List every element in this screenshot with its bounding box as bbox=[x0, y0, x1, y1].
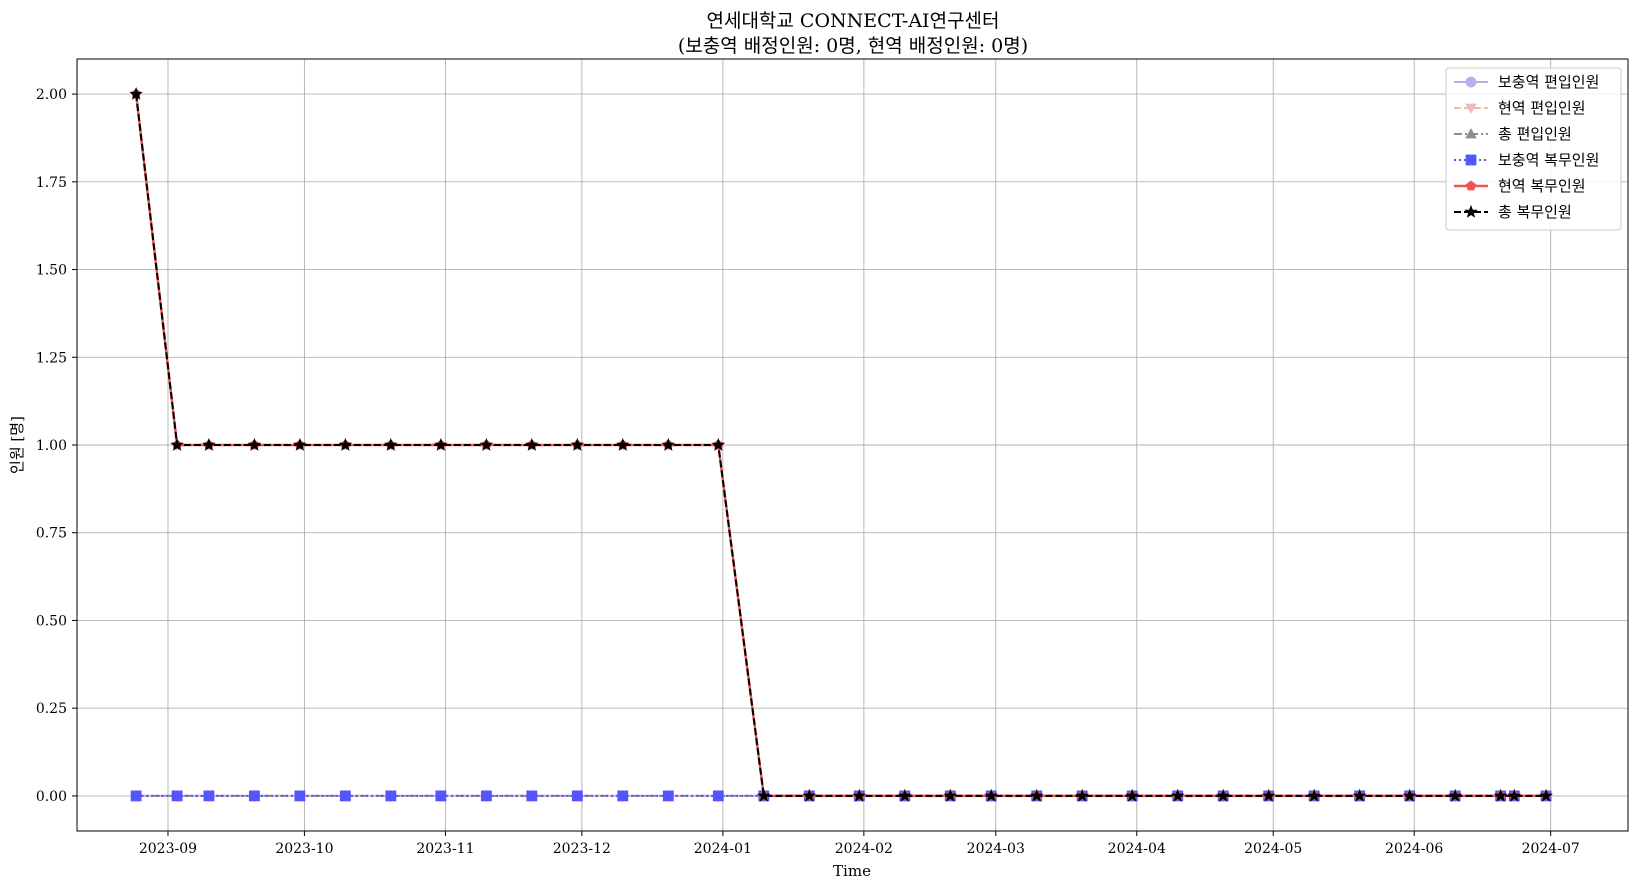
data-point bbox=[384, 437, 398, 451]
legend-marker bbox=[1465, 180, 1477, 191]
legend-label: 총 편입인원 bbox=[1498, 125, 1572, 143]
series-group bbox=[129, 86, 1553, 802]
legend-label: 보충역 편입인원 bbox=[1498, 73, 1599, 91]
y-axis-label: 인원 [명] bbox=[8, 416, 26, 474]
legend-box bbox=[1445, 67, 1622, 231]
x-tick-label: 2024-06 bbox=[1385, 841, 1443, 857]
data-point bbox=[1261, 788, 1276, 802]
data-point bbox=[339, 790, 351, 802]
data-point bbox=[130, 790, 142, 802]
data-point bbox=[480, 790, 492, 802]
legend-item: 현역 편입인원 bbox=[1454, 99, 1586, 117]
data-point bbox=[294, 790, 306, 802]
legend-marker bbox=[1465, 128, 1477, 139]
data-point bbox=[617, 790, 629, 802]
y-tick-label: 0.75 bbox=[36, 526, 67, 542]
data-point bbox=[170, 437, 184, 451]
data-point bbox=[247, 437, 262, 451]
y-tick-label: 1.00 bbox=[36, 438, 67, 454]
legend-marker bbox=[1464, 204, 1478, 218]
legend-label: 현역 복무인원 bbox=[1498, 177, 1586, 195]
data-point bbox=[712, 790, 724, 802]
data-point bbox=[1402, 788, 1417, 802]
x-tick-label: 2024-05 bbox=[1244, 841, 1302, 857]
data-point bbox=[1307, 788, 1321, 802]
legend-label: 보충역 복무인원 bbox=[1498, 151, 1599, 169]
data-point bbox=[1029, 788, 1044, 802]
axis-ticks: 2023-09 2023-10 2023-11 2023-12 2024-01 2024-… bbox=[36, 87, 1580, 857]
x-tick-label: 2024-07 bbox=[1522, 841, 1580, 857]
x-tick-label: 2023-09 bbox=[139, 841, 197, 857]
data-point bbox=[898, 788, 912, 802]
x-tick-label: 2024-03 bbox=[967, 841, 1025, 857]
y-tick-label: 0.25 bbox=[36, 701, 67, 717]
y-tick-label: 0.50 bbox=[36, 613, 67, 629]
data-point bbox=[1125, 788, 1139, 802]
data-point bbox=[1216, 788, 1230, 802]
x-tick-label: 2023-11 bbox=[416, 841, 474, 857]
legend-item: 총 복무인원 bbox=[1454, 203, 1572, 221]
data-point bbox=[1507, 788, 1522, 802]
legend-label: 총 복무인원 bbox=[1498, 203, 1572, 221]
data-point bbox=[1352, 788, 1367, 802]
data-point bbox=[570, 437, 585, 451]
data-point bbox=[203, 790, 215, 802]
x-tick-label: 2024-01 bbox=[694, 841, 752, 857]
x-tick-label: 2024-04 bbox=[1108, 841, 1166, 857]
data-point bbox=[338, 437, 353, 451]
x-tick-label: 2024-02 bbox=[835, 841, 893, 857]
x-tick-label: 2023-10 bbox=[275, 841, 333, 857]
legend-item: 현역 복무인원 bbox=[1454, 177, 1586, 195]
data-point bbox=[616, 437, 630, 451]
legend-item: 총 편입인원 bbox=[1454, 125, 1572, 143]
series-5 bbox=[129, 86, 1553, 802]
data-point bbox=[711, 437, 726, 451]
y-tick-label: 1.50 bbox=[36, 263, 67, 279]
chart-title-line1: 연세대학교 CONNECT-AI연구센터 bbox=[706, 10, 999, 32]
data-point bbox=[1170, 788, 1185, 802]
data-point bbox=[526, 790, 538, 802]
data-point bbox=[757, 788, 771, 802]
y-tick-label: 1.25 bbox=[36, 350, 67, 366]
legend-marker bbox=[1465, 103, 1477, 114]
x-tick-label: 2023-12 bbox=[553, 841, 611, 857]
legend-item: 보충역 편입인원 bbox=[1454, 73, 1599, 91]
data-point bbox=[943, 788, 958, 802]
data-point bbox=[1448, 788, 1462, 802]
data-point bbox=[385, 790, 397, 802]
data-point bbox=[802, 788, 817, 802]
data-point bbox=[479, 437, 494, 451]
legend-label: 현역 편입인원 bbox=[1498, 99, 1586, 117]
data-point bbox=[661, 437, 676, 451]
data-point bbox=[434, 437, 448, 451]
data-point bbox=[571, 790, 583, 802]
data-point bbox=[662, 790, 674, 802]
data-point bbox=[293, 437, 307, 451]
data-point bbox=[1493, 788, 1508, 802]
chart-title-line2: (보충역 배정인원: 0명, 현역 배정인원: 0명) bbox=[678, 35, 1028, 57]
data-point bbox=[525, 437, 539, 451]
data-point bbox=[435, 790, 447, 802]
data-point bbox=[129, 86, 143, 100]
data-point bbox=[1075, 788, 1089, 802]
legend-item: 보충역 복무인원 bbox=[1454, 151, 1599, 169]
y-tick-label: 2.00 bbox=[36, 87, 67, 103]
y-tick-label: 1.75 bbox=[36, 175, 67, 191]
data-point bbox=[852, 788, 867, 802]
x-axis-label: Time bbox=[833, 862, 871, 880]
data-point bbox=[171, 790, 183, 802]
data-point bbox=[984, 788, 998, 802]
data-point bbox=[202, 437, 216, 451]
legend-marker bbox=[1465, 154, 1477, 166]
data-point bbox=[1539, 788, 1553, 802]
data-point bbox=[248, 790, 260, 802]
y-tick-label: 0.00 bbox=[36, 789, 67, 805]
legend-marker bbox=[1465, 76, 1477, 88]
